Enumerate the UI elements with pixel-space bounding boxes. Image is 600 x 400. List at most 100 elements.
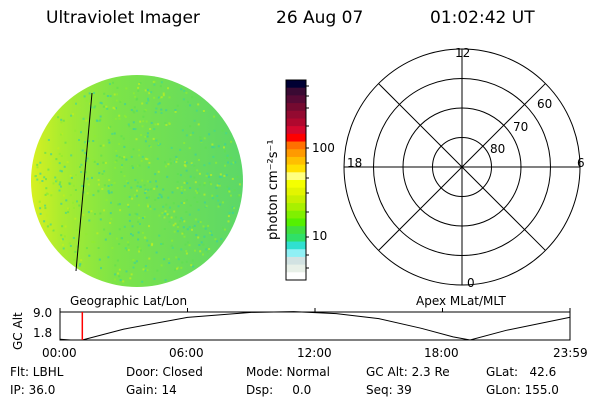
noise-pixel: [136, 185, 139, 188]
noise-pixel: [160, 264, 163, 267]
noise-pixel: [108, 192, 111, 195]
noise-pixel: [227, 190, 230, 192]
noise-pixel: [58, 183, 61, 186]
noise-pixel: [220, 238, 223, 241]
noise-pixel: [176, 158, 179, 161]
noise-pixel: [190, 264, 193, 267]
noise-pixel: [130, 273, 133, 276]
noise-pixel: [87, 211, 90, 214]
noise-pixel: [54, 176, 57, 179]
plot-title-left: Geographic Lat/Lon: [70, 294, 188, 308]
noise-pixel: [150, 188, 152, 191]
noise-pixel: [93, 160, 96, 163]
noise-pixel: [208, 162, 211, 165]
noise-pixel: [133, 262, 136, 264]
noise-pixel: [103, 228, 106, 231]
noise-pixel: [165, 109, 168, 112]
noise-pixel: [162, 205, 165, 208]
noise-pixel: [76, 200, 78, 203]
noise-pixel: [87, 140, 90, 143]
noise-pixel: [216, 240, 219, 243]
noise-pixel: [199, 139, 202, 142]
noise-pixel: [176, 267, 178, 270]
noise-pixel: [49, 223, 52, 226]
noise-pixel: [134, 179, 137, 182]
noise-pixel: [123, 175, 126, 177]
noise-pixel: [84, 152, 87, 155]
noise-pixel: [85, 247, 88, 250]
noise-pixel: [41, 180, 44, 182]
noise-pixel: [180, 88, 183, 91]
noise-pixel: [132, 259, 135, 261]
noise-pixel: [197, 208, 200, 211]
noise-pixel: [106, 95, 109, 97]
noise-pixel: [101, 173, 104, 175]
noise-pixel: [153, 277, 156, 280]
noise-pixel: [116, 259, 119, 262]
noise-pixel: [146, 239, 149, 242]
noise-pixel: [167, 163, 170, 166]
noise-pixel: [167, 87, 169, 90]
noise-pixel: [63, 235, 66, 238]
noise-pixel: [114, 117, 117, 120]
noise-pixel: [73, 207, 75, 209]
mlt-18: 18: [347, 156, 363, 170]
noise-pixel: [231, 206, 234, 209]
noise-pixel: [63, 165, 66, 168]
noise-pixel: [200, 139, 203, 142]
noise-pixel: [102, 161, 105, 164]
noise-pixel: [47, 168, 50, 171]
noise-pixel: [145, 196, 148, 199]
altitude-plot: [59, 308, 571, 341]
noise-pixel: [61, 225, 64, 228]
noise-pixel: [157, 103, 160, 106]
noise-pixel: [170, 146, 173, 149]
noise-pixel: [167, 258, 170, 260]
noise-pixel: [78, 204, 81, 207]
noise-pixel: [153, 187, 156, 190]
noise-pixel: [70, 182, 73, 185]
noise-pixel: [103, 209, 106, 212]
noise-pixel: [74, 217, 77, 220]
colorbar-segment: [286, 110, 306, 119]
noise-pixel: [163, 258, 166, 261]
noise-pixel: [127, 123, 130, 126]
noise-pixel: [157, 96, 160, 99]
noise-pixel: [135, 260, 138, 263]
noise-pixel: [62, 247, 65, 250]
noise-pixel: [135, 109, 138, 112]
noise-pixel: [116, 93, 119, 96]
noise-pixel: [150, 122, 153, 124]
noise-pixel: [193, 176, 196, 179]
noise-pixel: [118, 275, 121, 278]
noise-pixel: [125, 180, 128, 183]
colorbar-segment: [286, 126, 306, 135]
noise-pixel: [185, 211, 188, 213]
noise-pixel: [137, 231, 140, 234]
noise-pixel: [213, 146, 216, 149]
gain: Gain: 14: [126, 383, 177, 397]
noise-pixel: [168, 262, 171, 264]
noise-pixel: [155, 139, 158, 142]
noise-pixel: [106, 107, 109, 110]
noise-pixel: [162, 94, 165, 97]
lat-80: 80: [490, 142, 506, 156]
noise-pixel: [144, 265, 147, 268]
noise-pixel: [59, 181, 62, 184]
noise-pixel: [216, 195, 219, 197]
noise-pixel: [88, 181, 91, 184]
noise-pixel: [178, 220, 181, 223]
noise-pixel: [131, 225, 134, 228]
noise-pixel: [226, 156, 228, 159]
noise-pixel: [224, 143, 227, 146]
noise-pixel: [165, 203, 168, 206]
noise-pixel: [75, 102, 77, 105]
noise-pixel: [136, 246, 139, 249]
noise-pixel: [60, 170, 63, 173]
meridian-diag: [482, 187, 546, 251]
noise-pixel: [222, 201, 224, 204]
noise-pixel: [208, 248, 211, 250]
noise-pixel: [110, 201, 112, 204]
noise-pixel: [103, 92, 106, 95]
noise-pixel: [109, 125, 112, 128]
